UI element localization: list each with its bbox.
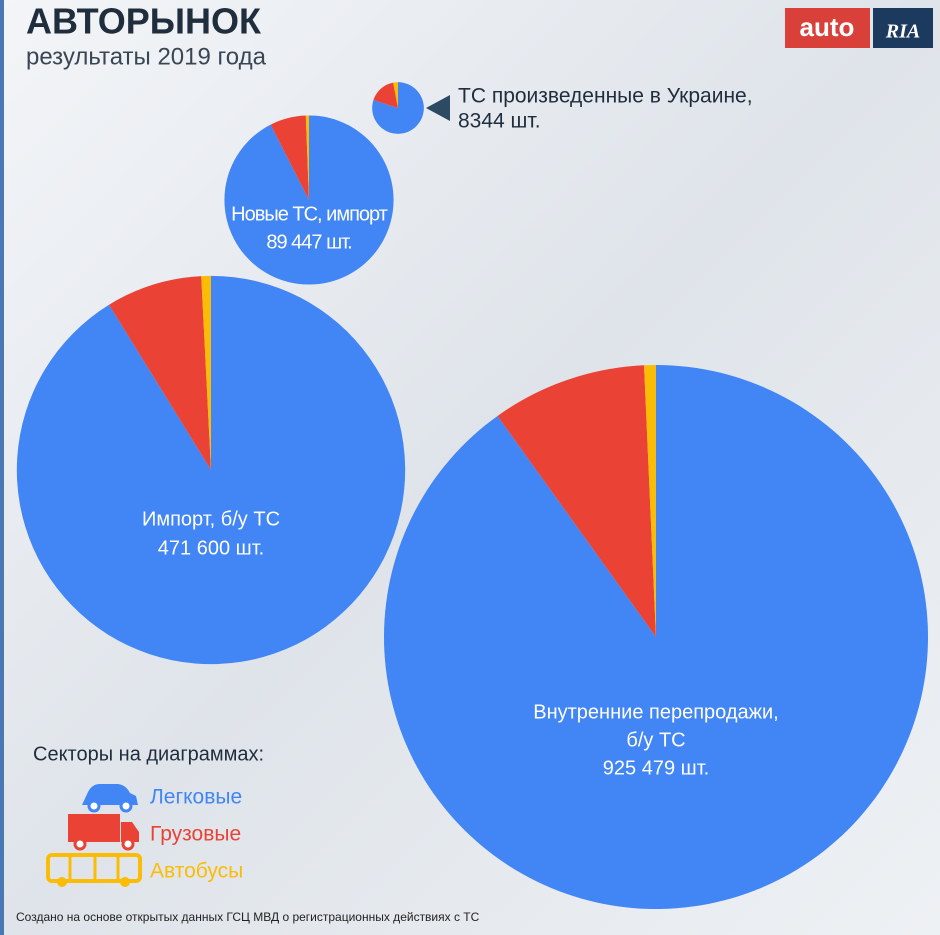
- pie-slice: [305, 115, 309, 200]
- footnote: Создано на основе открытых данных ГСЦ МВ…: [16, 910, 480, 924]
- legend-title: Секторы на диаграммах:: [33, 743, 264, 765]
- pie-slice: [373, 82, 398, 108]
- logo-right-text: RIA: [885, 21, 920, 43]
- legend-label: Грузовые: [150, 823, 241, 846]
- pie-label: Внутренние перепродажи,: [533, 701, 778, 723]
- pie-total: 471 600 шт.: [158, 537, 264, 559]
- pie-slice: [201, 275, 211, 470]
- logo-left-text: auto: [800, 12, 855, 42]
- pie-label: Новые ТС, импорт: [231, 203, 388, 225]
- pie-label: ТС произведенные в Украине,: [458, 85, 753, 108]
- legend-label: Легковые: [150, 786, 242, 809]
- subtitle: результаты 2019 года: [26, 43, 267, 70]
- pie-slice: [497, 365, 656, 637]
- pie-slice: [644, 365, 656, 637]
- legend-label: Автобусы: [150, 860, 243, 883]
- pointer-arrow: [426, 95, 450, 121]
- logo-right: [873, 8, 933, 48]
- car-icon: [82, 784, 138, 813]
- bus-icon: [46, 853, 142, 887]
- logo-left: [785, 8, 870, 48]
- pie-label: Импорт, б/у ТС: [142, 508, 280, 530]
- pie-label: б/у ТС: [626, 729, 685, 751]
- truck-icon: [68, 814, 139, 851]
- left-edge: [0, 0, 4, 935]
- pie-slice: [16, 275, 406, 665]
- pie-total: 925 479 шт.: [603, 757, 709, 779]
- pie-total: 89 447 шт.: [266, 231, 351, 253]
- pie-slice: [270, 115, 309, 200]
- pie-slice: [109, 276, 211, 470]
- pie-total: 8344 шт.: [458, 110, 541, 133]
- pie-slice: [393, 82, 398, 108]
- title: АВТОРЫНОК: [26, 1, 262, 42]
